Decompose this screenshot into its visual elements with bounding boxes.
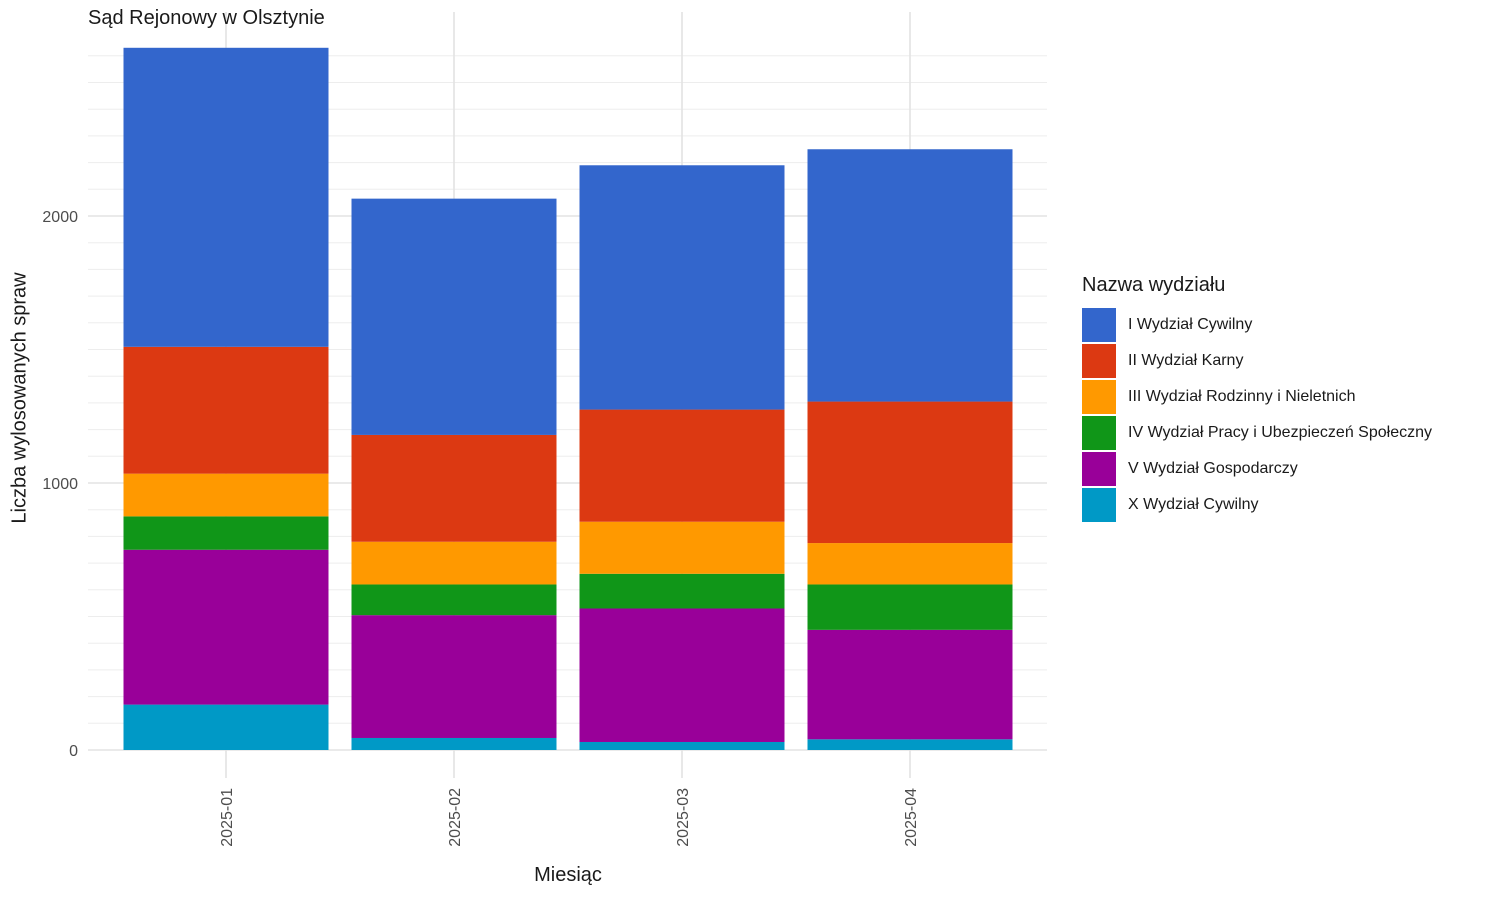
bar-segment: [807, 584, 1013, 630]
y-tick-labels: 0 1000 2000: [42, 209, 78, 760]
bar-segment: [351, 584, 557, 616]
x-axis-title: Miesiąc: [534, 864, 602, 886]
legend-key: [1082, 344, 1116, 378]
bar-segment: [579, 165, 785, 410]
bar-segment: [351, 737, 557, 750]
legend-item: II Wydział Karny: [1082, 343, 1432, 379]
bar-segment: [807, 543, 1013, 585]
bar-segment: [123, 346, 329, 474]
bar-segment: [807, 739, 1013, 750]
x-tick-label: 2025-04: [903, 788, 920, 847]
x-tick-labels: 2025-01 2025-02 2025-03 2025-04: [219, 788, 920, 847]
legend-label: I Wydział Cywilny: [1128, 316, 1253, 333]
bar-segment: [123, 473, 329, 517]
legend-key: [1082, 308, 1116, 342]
legend-label: V Wydział Gospodarczy: [1128, 460, 1298, 477]
bar-segment: [123, 704, 329, 750]
y-tick-label: 2000: [42, 209, 78, 226]
legend-key: [1082, 452, 1116, 486]
y-tick-label: 0: [69, 743, 78, 760]
bar-segment: [351, 198, 557, 435]
legend-label: II Wydział Karny: [1128, 352, 1244, 369]
bar-segment: [579, 573, 785, 609]
bar-segment: [807, 149, 1013, 402]
bar-segment: [579, 409, 785, 522]
legend-key: [1082, 488, 1116, 522]
legend-label: III Wydział Rodzinny i Nieletnich: [1128, 388, 1356, 405]
legend-title: Nazwa wydziału: [1082, 274, 1226, 296]
x-tick-label: 2025-01: [219, 788, 236, 847]
legend-item: III Wydział Rodzinny i Nieletnich: [1082, 379, 1432, 415]
legend-label: IV Wydział Pracy i Ubezpieczeń Społeczny: [1128, 424, 1432, 441]
bars: [123, 47, 1013, 750]
legend-item: IV Wydział Pracy i Ubezpieczeń Społeczny: [1082, 415, 1432, 451]
bar-segment: [807, 629, 1013, 740]
bar-segment: [807, 401, 1013, 544]
bar-segment: [123, 516, 329, 550]
legend-label: X Wydział Cywilny: [1128, 496, 1259, 513]
legend-item: V Wydział Gospodarczy: [1082, 451, 1432, 487]
y-tick-label: 1000: [42, 476, 78, 493]
bar-segment: [579, 608, 785, 742]
legend-key: [1082, 380, 1116, 414]
bar-segment: [579, 521, 785, 574]
bar-segment: [351, 615, 557, 738]
bar-segment: [351, 541, 557, 585]
legend-item: I Wydział Cywilny: [1082, 307, 1432, 343]
bar-segment: [579, 741, 785, 750]
x-tick-label: 2025-03: [675, 788, 692, 847]
legend-key: [1082, 416, 1116, 450]
legend-item: X Wydział Cywilny: [1082, 487, 1432, 523]
y-axis-title: Liczba wylosowanych spraw: [8, 272, 31, 524]
bar-segment: [123, 549, 329, 705]
legend: Nazwa wydziału I Wydział Cywilny II Wydz…: [1082, 274, 1432, 523]
bar-segment: [351, 434, 557, 542]
chart-title: Sąd Rejonowy w Olsztynie: [88, 7, 325, 29]
x-tick-label: 2025-02: [447, 788, 464, 847]
bar-segment: [123, 47, 329, 347]
